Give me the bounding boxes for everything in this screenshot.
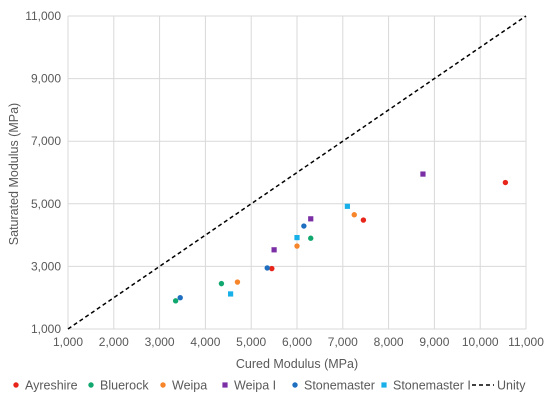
x-tick-label: 11,000	[508, 335, 544, 349]
legend-label: Ayreshire	[25, 379, 78, 393]
legend-swatch	[88, 382, 94, 388]
legend: Ayreshire Bluerock Weipa Weipa I Stonemaster…	[13, 379, 526, 393]
y-axis-title: Saturated Modulus (MPa)	[7, 103, 21, 245]
gridlines	[67, 15, 527, 330]
data-point-2	[234, 279, 241, 285]
data-point-3	[308, 216, 314, 222]
y-tick-label: 9,000	[31, 72, 61, 86]
legend-item: Weipa I	[222, 379, 276, 393]
data-point-5	[344, 203, 350, 209]
legend-label: Stonemaster I	[393, 379, 471, 393]
legend-swatch	[13, 382, 19, 388]
x-axis-title: Cured Modulus (MPa)	[236, 357, 358, 371]
data-point-5	[294, 235, 300, 241]
data-point-1	[308, 235, 314, 241]
legend-item: Weipa	[160, 379, 207, 393]
x-tick-label: 6,000	[282, 335, 312, 349]
y-tick-label: 5,000	[31, 197, 61, 211]
legend-label: Weipa I	[234, 379, 276, 393]
x-tick-label: 7,000	[328, 335, 358, 349]
data-point-4	[177, 295, 183, 301]
data-point-3	[420, 171, 426, 177]
legend-label: Unity	[497, 379, 526, 393]
x-tick-label: 8,000	[374, 335, 404, 349]
x-tick-label: 9,000	[419, 335, 449, 349]
x-tick-label: 5,000	[236, 335, 266, 349]
legend-item: Stonemaster	[292, 379, 375, 393]
data-point-4	[301, 223, 307, 229]
data-point-1	[172, 298, 179, 304]
legend-swatch	[292, 382, 298, 388]
legend-label: Bluerock	[100, 379, 149, 393]
x-tick-label: 4,000	[190, 335, 220, 349]
legend-swatch	[222, 382, 228, 388]
data-point-4	[264, 265, 270, 271]
data-point-1	[218, 280, 225, 287]
data-points	[172, 171, 509, 304]
x-tick-label: 2,000	[99, 335, 129, 349]
x-tick-label: 10,000	[462, 335, 499, 349]
y-tick-label: 11,000	[25, 9, 61, 23]
legend-item: Bluerock	[88, 379, 149, 393]
data-point-0	[269, 265, 275, 272]
y-tick-label: 3,000	[31, 259, 61, 273]
legend-item: Stonemaster I	[381, 379, 471, 393]
unity-line	[67, 15, 527, 330]
legend-label: Weipa	[172, 379, 207, 393]
data-point-2	[294, 243, 300, 249]
data-point-0	[502, 179, 509, 186]
legend-swatch	[381, 382, 387, 388]
data-point-2	[351, 212, 357, 218]
tick-labels: 1,000 2,000 3,000 4,000 5,000 6,000 7,000 8,000…	[25, 9, 544, 349]
data-point-5	[227, 291, 234, 297]
y-tick-label: 1,000	[31, 322, 61, 336]
unity-line-layer	[67, 15, 527, 330]
legend-item: Ayreshire	[13, 379, 78, 393]
legend-item: Unity	[472, 379, 526, 393]
x-tick-label: 1,000	[53, 335, 83, 349]
legend-label: Stonemaster	[304, 379, 375, 393]
data-point-3	[271, 247, 277, 253]
x-tick-label: 3,000	[145, 335, 175, 349]
y-tick-label: 7,000	[31, 134, 61, 148]
legend-swatch	[160, 382, 166, 388]
data-point-0	[360, 217, 367, 223]
